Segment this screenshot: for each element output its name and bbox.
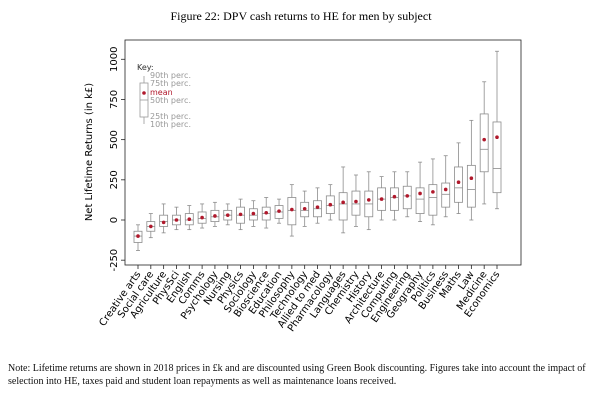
note: Note: Lifetime returns are shown in 2018…: [8, 363, 586, 387]
box: [441, 182, 451, 208]
y-tick-label: -250: [109, 249, 120, 272]
mean-dot: [161, 220, 166, 225]
key-label: mean: [150, 88, 173, 97]
key-label: 10th perc.: [150, 120, 191, 129]
mean-dot: [341, 200, 345, 205]
mean-dot: [290, 207, 294, 212]
mean-dot: [443, 187, 448, 192]
key-label: 25th perc.: [150, 112, 191, 121]
mean-dot: [379, 197, 384, 201]
y-tick-label: 250: [109, 170, 120, 189]
key-label: 90th perc.: [150, 71, 191, 80]
box: [390, 187, 399, 211]
box: [428, 184, 438, 216]
mean-dot: [456, 180, 461, 185]
y-tick-label: 0: [109, 217, 120, 223]
mean-dot: [315, 205, 320, 209]
key: Key: 90th perc. 75th perc. mean 50th per…: [137, 63, 191, 129]
key-mean-dot: [142, 91, 146, 95]
mean-dot: [213, 214, 217, 218]
plot-frame: [124, 39, 522, 266]
mean-dot: [418, 191, 422, 196]
y-tick-label: 500: [109, 130, 120, 149]
y-tick-label: 1000: [109, 47, 120, 72]
mean-dot: [328, 202, 333, 207]
mean-dot: [238, 212, 243, 217]
key-label: 50th perc.: [150, 96, 191, 105]
mean-dot: [187, 217, 192, 221]
mean-dot: [405, 194, 410, 198]
box: [338, 192, 348, 221]
mean-dot: [136, 234, 140, 238]
mean-dot: [354, 199, 358, 204]
mean-dot: [277, 209, 281, 213]
mean-dot: [482, 137, 486, 142]
box: [454, 166, 463, 203]
chart: Figure 22: DPV cash returns to HE for me…: [84, 9, 522, 334]
mean-dot: [495, 135, 499, 140]
mean-dot: [174, 218, 179, 222]
mean-dot: [431, 190, 435, 194]
key-title: Key:: [137, 63, 154, 72]
key-label: 75th perc.: [150, 79, 191, 88]
box: [492, 121, 502, 194]
mean-dot: [366, 198, 371, 202]
y-axis-label: Net Lifetime Returns (in k£): [84, 83, 95, 221]
mean-dot: [251, 211, 256, 216]
y-tick-label: 750: [109, 90, 120, 109]
mean-dot: [264, 210, 269, 215]
chart-title: Figure 22: DPV cash returns to HE for me…: [170, 9, 432, 23]
box: [466, 164, 476, 208]
mean-dot: [392, 194, 397, 199]
box: [479, 113, 489, 173]
mean-dot: [302, 206, 307, 211]
mean-dot: [200, 215, 204, 220]
mean-dot: [469, 176, 474, 181]
mean-dot: [149, 224, 153, 229]
mean-dot: [225, 213, 230, 217]
box: [415, 187, 425, 214]
